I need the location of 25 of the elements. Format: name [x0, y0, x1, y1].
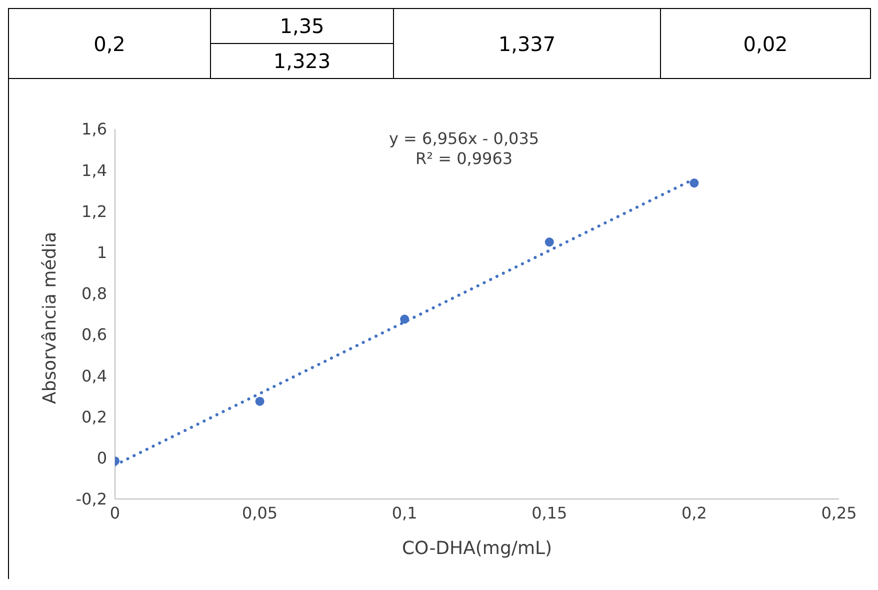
y-tick-label: 1,4 [82, 160, 107, 180]
annotation: R² = 0,9963 [414, 149, 514, 169]
annotation: y = 6,956x - 0,035 [389, 129, 540, 149]
y-tick-label: 1,2 [82, 202, 107, 221]
values-table: 0,2 1,35 1,337 0,02 1,323 [8, 8, 871, 79]
y-tick-label: 0,8 [82, 284, 107, 304]
point [690, 178, 699, 188]
x-axis-title: CO-DHA(mg/mL) [402, 538, 552, 559]
y-axis-title: Absorvância média [39, 232, 60, 404]
x-tick-label: 0 [110, 503, 120, 522]
y-tick-label: 0,2 [82, 407, 107, 426]
y-tick-label: 0,6 [82, 325, 107, 344]
x-tick-label: 0,1 [392, 503, 418, 522]
point [400, 314, 410, 324]
y-tick-label: 0 [96, 448, 107, 468]
x-tick-label: 0,05 [242, 503, 278, 522]
point [255, 396, 264, 406]
point [544, 238, 554, 247]
y-tick-label: 1,6 [82, 120, 107, 139]
x-tick-label: 0,2 [681, 503, 707, 522]
x-tick-label: 0,15 [532, 503, 568, 522]
y-tick-label: 1 [96, 243, 107, 262]
x-tick-label: 0,25 [821, 503, 857, 522]
y-tick-label: -0,2 [76, 490, 107, 509]
y-tick-label: 0,4 [82, 366, 107, 386]
